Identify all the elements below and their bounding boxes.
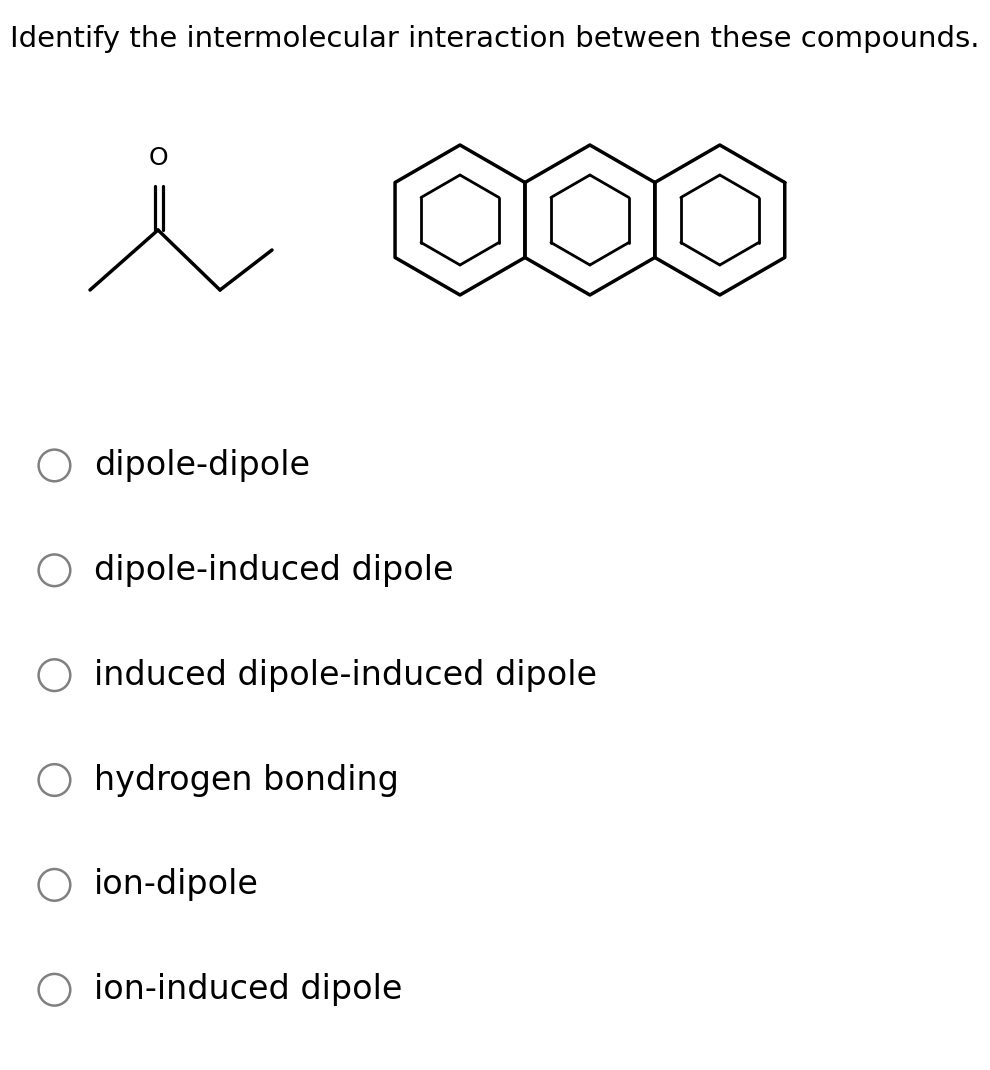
- Text: O: O: [148, 146, 168, 170]
- Text: ion-induced dipole: ion-induced dipole: [94, 974, 402, 1006]
- Text: ion-dipole: ion-dipole: [94, 869, 259, 901]
- Text: dipole-induced dipole: dipole-induced dipole: [94, 554, 453, 586]
- Text: dipole-dipole: dipole-dipole: [94, 449, 310, 482]
- Text: Identify the intermolecular interaction between these compounds.: Identify the intermolecular interaction …: [10, 25, 980, 54]
- Text: hydrogen bonding: hydrogen bonding: [94, 764, 399, 796]
- Text: induced dipole-induced dipole: induced dipole-induced dipole: [94, 659, 597, 691]
